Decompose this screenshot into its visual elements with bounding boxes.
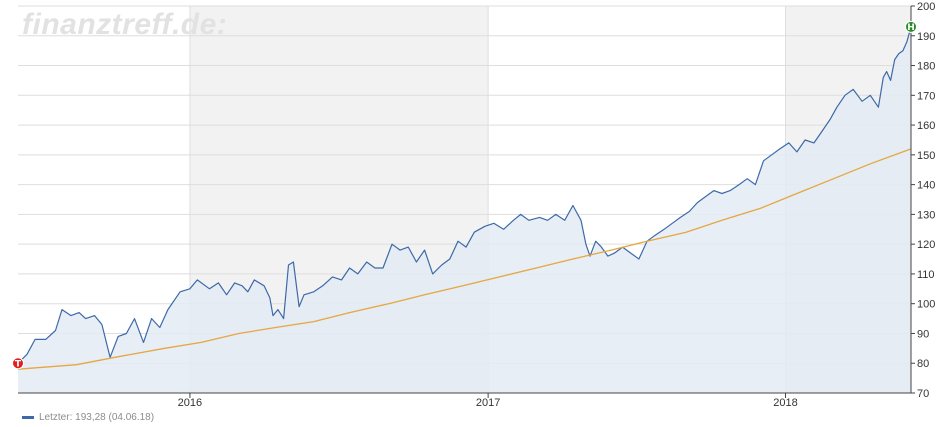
y-tick-label: 150: [917, 150, 935, 162]
x-tick-label: 2016: [178, 397, 202, 409]
y-tick-label: 190: [917, 31, 935, 43]
y-tick-label: 140: [917, 180, 935, 192]
y-tick-label: 70: [917, 388, 929, 400]
x-tick-label: 2017: [476, 397, 500, 409]
point-markers: TH: [12, 20, 917, 370]
axes: [18, 6, 912, 394]
marker-t: T: [12, 357, 24, 370]
y-tick-label: 80: [917, 358, 929, 370]
watermark-logo: finanztreff.de:: [22, 8, 228, 41]
y-tick-label: 120: [917, 239, 935, 251]
marker-circle: [905, 20, 917, 33]
y-tick-label: 200: [917, 1, 935, 13]
y-tick-label: 130: [917, 209, 935, 221]
series-lines: [17, 26, 912, 370]
price-area-fill: [18, 26, 911, 394]
y-tick-label: 160: [917, 120, 935, 132]
price-area: [18, 26, 911, 394]
x-tick-label: 2018: [773, 397, 797, 409]
y-tick-label: 90: [917, 328, 929, 340]
y-tick-label: 110: [917, 269, 935, 281]
legend-label: Letzter: 193,28 (04.06.18): [39, 412, 155, 423]
legend: Letzter: 193,28 (04.06.18): [22, 412, 154, 423]
marker-circle: [12, 357, 24, 370]
moving-average-line: [17, 148, 912, 370]
y-tick-label: 170: [917, 90, 935, 102]
marker-h: H: [905, 20, 917, 33]
price-line: [17, 26, 912, 364]
y-tick-label: 100: [917, 299, 935, 311]
y-tick-label: 180: [917, 61, 935, 73]
legend-swatch: [22, 416, 34, 419]
marker-letter: T: [15, 359, 22, 369]
y-tick-labels: 70 80 90 100 110 120 130 140 150 160 170 180 190 200: [911, 1, 935, 400]
marker-letter: H: [907, 23, 915, 33]
x-tick-labels: 2016 2017 2018: [178, 393, 798, 409]
